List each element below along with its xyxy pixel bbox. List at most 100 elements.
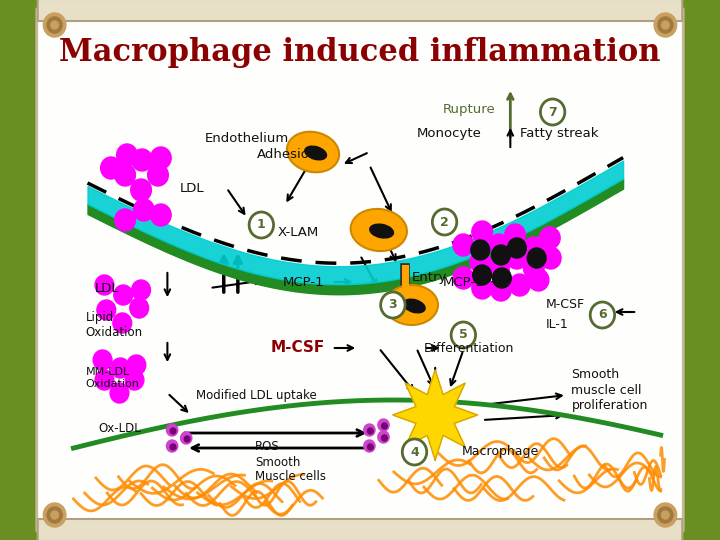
Circle shape xyxy=(541,247,561,269)
Circle shape xyxy=(150,147,171,169)
Circle shape xyxy=(662,21,669,29)
Circle shape xyxy=(166,440,178,452)
Circle shape xyxy=(184,436,190,442)
Text: LDL: LDL xyxy=(179,181,204,194)
Circle shape xyxy=(114,285,132,305)
Text: Monocyte: Monocyte xyxy=(416,126,481,139)
Text: X-LAM: X-LAM xyxy=(277,226,318,240)
Circle shape xyxy=(95,275,114,295)
Circle shape xyxy=(113,313,132,333)
Circle shape xyxy=(541,99,564,125)
Text: M-CSF: M-CSF xyxy=(546,299,585,312)
Circle shape xyxy=(507,247,527,269)
Ellipse shape xyxy=(351,209,407,251)
Circle shape xyxy=(125,370,144,390)
Text: Adhesion: Adhesion xyxy=(256,148,318,161)
Text: 3: 3 xyxy=(389,299,397,312)
Circle shape xyxy=(114,164,135,186)
Circle shape xyxy=(505,224,526,246)
Circle shape xyxy=(170,428,176,434)
Circle shape xyxy=(489,234,509,256)
Circle shape xyxy=(47,507,62,523)
Circle shape xyxy=(654,503,677,527)
Text: MM-LDL
Oxidation: MM-LDL Oxidation xyxy=(86,367,140,389)
Circle shape xyxy=(528,269,549,291)
Circle shape xyxy=(527,248,546,268)
Text: Macrophage induced inflammation: Macrophage induced inflammation xyxy=(59,37,661,68)
Circle shape xyxy=(378,419,389,431)
Circle shape xyxy=(181,432,192,444)
Circle shape xyxy=(382,435,387,441)
Circle shape xyxy=(134,199,154,221)
Circle shape xyxy=(382,423,387,429)
Ellipse shape xyxy=(402,299,426,314)
Circle shape xyxy=(432,209,456,235)
Circle shape xyxy=(95,370,114,390)
Circle shape xyxy=(131,179,151,201)
FancyBboxPatch shape xyxy=(37,0,683,21)
Circle shape xyxy=(658,17,673,33)
Circle shape xyxy=(472,221,492,243)
Text: M-CSF: M-CSF xyxy=(271,341,325,355)
Circle shape xyxy=(51,511,58,519)
Circle shape xyxy=(492,268,511,288)
Circle shape xyxy=(148,164,168,186)
Text: Rupture: Rupture xyxy=(443,104,495,117)
Circle shape xyxy=(47,17,62,33)
Circle shape xyxy=(51,21,58,29)
Circle shape xyxy=(453,267,474,289)
Text: 4: 4 xyxy=(410,446,419,458)
Circle shape xyxy=(367,428,373,434)
Circle shape xyxy=(43,503,66,527)
Circle shape xyxy=(662,511,669,519)
Ellipse shape xyxy=(385,285,438,325)
Text: 1: 1 xyxy=(257,219,266,232)
Circle shape xyxy=(523,257,544,279)
Text: ROS
Smooth
Muscle cells: ROS Smooth Muscle cells xyxy=(255,441,325,483)
Ellipse shape xyxy=(304,145,327,160)
Text: 6: 6 xyxy=(598,308,607,321)
Circle shape xyxy=(490,279,511,301)
Text: IL-1: IL-1 xyxy=(546,319,569,332)
Circle shape xyxy=(114,209,135,231)
Circle shape xyxy=(97,300,116,320)
Text: Modified LDL uptake: Modified LDL uptake xyxy=(196,388,316,402)
Circle shape xyxy=(367,444,373,450)
Circle shape xyxy=(472,277,492,299)
Circle shape xyxy=(489,257,509,279)
Circle shape xyxy=(43,13,66,37)
Circle shape xyxy=(249,212,274,238)
Text: Fatty streak: Fatty streak xyxy=(520,126,598,139)
Text: Macrophage: Macrophage xyxy=(462,446,539,458)
Circle shape xyxy=(473,265,492,285)
Circle shape xyxy=(117,144,138,166)
Circle shape xyxy=(654,13,677,37)
Circle shape xyxy=(127,355,145,375)
Text: MCP-1: MCP-1 xyxy=(443,276,485,289)
Ellipse shape xyxy=(287,132,339,172)
Circle shape xyxy=(471,240,490,260)
Circle shape xyxy=(111,358,130,378)
Text: LDL: LDL xyxy=(95,281,120,294)
Circle shape xyxy=(101,157,122,179)
Circle shape xyxy=(492,245,510,265)
Circle shape xyxy=(150,204,171,226)
Text: 7: 7 xyxy=(548,105,557,118)
Circle shape xyxy=(523,237,544,259)
Ellipse shape xyxy=(369,224,394,239)
Circle shape xyxy=(93,350,112,370)
Circle shape xyxy=(364,440,375,452)
Circle shape xyxy=(130,298,148,318)
FancyBboxPatch shape xyxy=(37,8,683,532)
Circle shape xyxy=(110,383,129,403)
Circle shape xyxy=(658,507,673,523)
Text: 2: 2 xyxy=(440,215,449,228)
Text: MCP-1: MCP-1 xyxy=(283,276,325,289)
Circle shape xyxy=(378,431,389,443)
Text: Smooth
muscle cell
proliferation: Smooth muscle cell proliferation xyxy=(572,368,648,411)
Circle shape xyxy=(590,302,615,328)
Circle shape xyxy=(402,439,427,465)
Circle shape xyxy=(451,322,476,348)
Text: 5: 5 xyxy=(459,328,468,341)
Circle shape xyxy=(509,274,530,296)
